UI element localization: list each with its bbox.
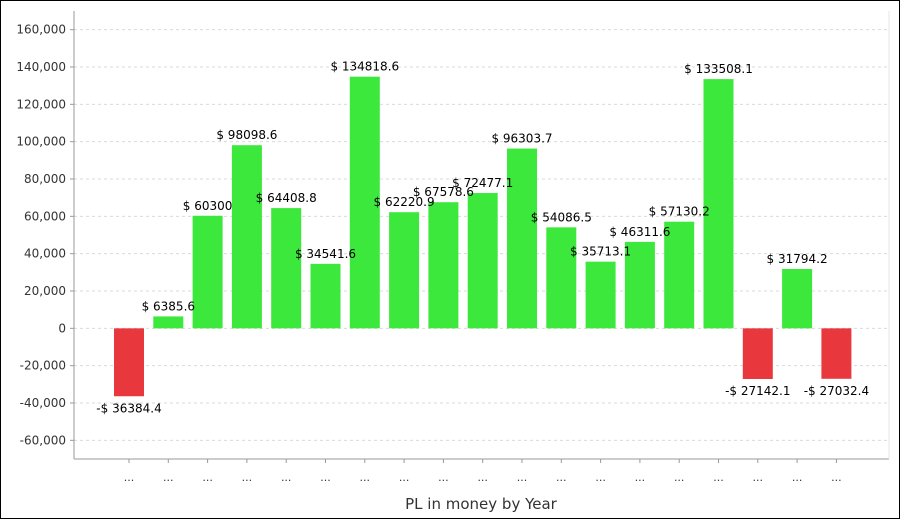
data-labels: -$ 36384.4 $ 6385.6 $ 60300 $ 98098.6 $ 6440…	[96, 60, 869, 416]
y-tick-label: 100,000	[16, 135, 66, 149]
x-tick-label: ...	[635, 471, 646, 484]
y-tick-label: -40,000	[20, 396, 66, 410]
data-label: -$ 27142.1	[725, 384, 790, 398]
data-label: $ 46311.6	[609, 225, 670, 239]
bar	[467, 193, 498, 329]
bar	[624, 241, 655, 329]
data-label: $ 31794.2	[767, 252, 828, 266]
bar	[271, 208, 302, 329]
x-tick-label: ...	[242, 471, 253, 484]
axes: -60,000 -40,000 -20,000 0 20,000 40,000 60,000…	[16, 11, 890, 484]
y-tick-label: 0	[58, 321, 66, 335]
bar	[546, 227, 577, 329]
bar	[310, 263, 341, 329]
data-label: $ 35713.1	[570, 245, 631, 259]
y-tick-label: 20,000	[24, 284, 66, 298]
y-tick-label: 120,000	[16, 97, 66, 111]
x-tick-label: ...	[360, 471, 371, 484]
x-tick-label: ...	[753, 471, 764, 484]
x-tick-label: ...	[399, 471, 410, 484]
y-tick-label: -60,000	[20, 433, 66, 447]
y-tick-label: 80,000	[24, 172, 66, 186]
bar	[782, 268, 813, 329]
x-tick-label: ...	[713, 471, 724, 484]
y-tick-label: 40,000	[24, 247, 66, 261]
y-tick-label: 160,000	[16, 23, 66, 37]
bar	[389, 212, 420, 329]
bar	[742, 328, 773, 379]
x-tick-label: ...	[674, 471, 685, 484]
bar	[507, 148, 537, 329]
x-tick-label: ...	[556, 471, 567, 484]
x-tick-label: ...	[438, 471, 449, 484]
y-tick-label: -20,000	[20, 359, 66, 373]
y-tick-label: 140,000	[16, 60, 66, 74]
data-label: $ 62220.9	[374, 195, 435, 209]
bar	[703, 79, 734, 329]
data-label: $ 54086.5	[531, 210, 592, 224]
bar	[585, 261, 616, 329]
data-label: $ 64408.8	[256, 191, 317, 205]
data-label: $ 133508.1	[684, 62, 753, 76]
data-label: -$ 27032.4	[804, 384, 869, 398]
x-tick-label: ...	[517, 471, 528, 484]
bar	[664, 221, 695, 329]
bar	[821, 328, 852, 379]
data-label: $ 134818.6	[330, 60, 399, 74]
data-label: $ 57130.2	[649, 205, 710, 219]
x-tick-label: ...	[320, 471, 331, 484]
bar	[428, 202, 459, 329]
x-tick-label: ...	[124, 471, 135, 484]
bar	[114, 328, 144, 397]
x-axis-title: PL in money by Year	[405, 495, 558, 513]
bar	[231, 145, 262, 329]
x-tick-label: ...	[281, 471, 292, 484]
x-tick-label: ...	[831, 471, 842, 484]
data-label: -$ 36384.4	[96, 401, 161, 415]
bars	[114, 76, 852, 397]
data-label: $ 6385.6	[142, 299, 195, 313]
x-tick-label: ...	[477, 471, 488, 484]
data-label: $ 72477.1	[452, 176, 513, 190]
x-tick-label: ...	[163, 471, 174, 484]
y-tick-label: 60,000	[24, 209, 66, 223]
data-label: $ 67578.6	[413, 185, 474, 199]
data-label: $ 60300	[183, 199, 233, 213]
data-label: $ 96303.7	[491, 132, 552, 146]
bar	[349, 76, 380, 329]
x-tick-label: ...	[595, 471, 606, 484]
x-tick-label: ...	[792, 471, 803, 484]
data-label: $ 98098.6	[216, 128, 277, 142]
bar	[153, 316, 184, 329]
x-tick-label: ...	[202, 471, 213, 484]
bar	[192, 215, 223, 329]
data-label: $ 34541.6	[295, 247, 356, 261]
